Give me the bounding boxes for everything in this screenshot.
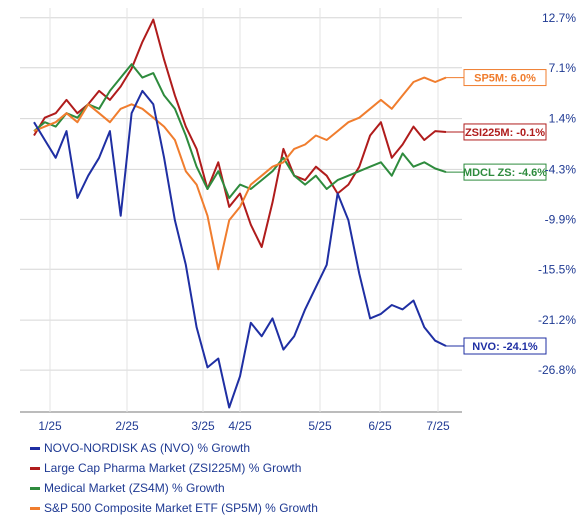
legend-item: S&P 500 Composite Market ETF (SP5M) % Gr…	[30, 498, 318, 518]
legend-item: NOVO-NORDISK AS (NVO) % Growth	[30, 438, 318, 458]
x-axis-ticks: 1/25 2/25 3/25 4/25 5/25 6/25 7/25	[38, 419, 450, 433]
legend-label: Medical Market (ZS4M) % Growth	[44, 481, 225, 495]
series-end-label: MDCL ZS: -4.6%	[463, 167, 547, 179]
legend-label: S&P 500 Composite Market ETF (SP5M) % Gr…	[44, 501, 318, 515]
end-label-box	[463, 163, 547, 181]
end-label-box	[463, 123, 547, 141]
series-end-label: NVO: -24.1%	[472, 341, 538, 353]
y-axis-ticks: 12.7% 7.1% 1.4% -4.3% -9.9% -15.5% -21.2% -26.8…	[538, 11, 576, 377]
y-tick-label: -21.2%	[538, 313, 576, 327]
series-line	[33, 89, 447, 409]
legend-label: Large Cap Pharma Market (ZSI225M) % Grow…	[44, 461, 302, 475]
chart-end-labels: ZSI225M: -0.1% MDCL ZS: -4.6% SP5M: 6.0% NV…	[446, 69, 547, 355]
legend-label: NOVO-NORDISK AS (NVO) % Growth	[44, 441, 251, 455]
y-tick-label: 12.7%	[542, 11, 576, 25]
x-tick-label: 2/25	[115, 419, 139, 433]
x-tick-label: 3/25	[191, 419, 215, 433]
legend-swatch	[30, 506, 40, 510]
chart-series	[33, 18, 447, 409]
end-label-box	[463, 69, 547, 87]
legend-swatch	[30, 486, 40, 490]
series-end-label: SP5M: 6.0%	[474, 73, 536, 85]
x-tick-label: 4/25	[228, 419, 252, 433]
y-tick-label: -26.8%	[538, 363, 576, 377]
chart-grid	[20, 8, 462, 413]
chart-svg: ZSI225M: -0.1% MDCL ZS: -4.6% SP5M: 6.0% NV…	[20, 8, 576, 433]
series-end-label: ZSI225M: -0.1%	[465, 127, 545, 139]
y-tick-label: -15.5%	[538, 262, 576, 276]
series-line	[33, 18, 447, 248]
legend-item: Medical Market (ZS4M) % Growth	[30, 478, 318, 498]
x-tick-label: 5/25	[308, 419, 332, 433]
chart-legend: NOVO-NORDISK AS (NVO) % Growth Large Cap …	[30, 438, 318, 518]
legend-swatch	[30, 466, 40, 470]
legend-swatch	[30, 446, 40, 450]
y-tick-label: 7.1%	[549, 61, 577, 75]
x-tick-label: 7/25	[426, 419, 450, 433]
y-tick-label: 1.4%	[549, 112, 577, 126]
x-tick-label: 6/25	[368, 419, 392, 433]
y-tick-label: -9.9%	[545, 212, 577, 226]
series-line	[33, 63, 447, 199]
series-line	[33, 76, 447, 271]
y-tick-label: -4.3%	[545, 162, 577, 176]
end-label-box	[463, 337, 547, 355]
legend-item: Large Cap Pharma Market (ZSI225M) % Grow…	[30, 458, 318, 478]
x-tick-label: 1/25	[38, 419, 62, 433]
